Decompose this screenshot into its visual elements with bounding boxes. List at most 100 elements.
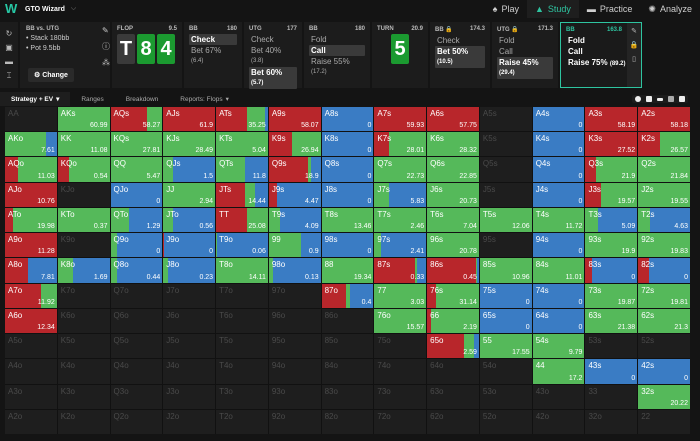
hand-cell[interactable]: Q2s 21.84: [638, 157, 690, 182]
hand-cell[interactable]: 85o: [321, 334, 374, 359]
hand-cell[interactable]: AKo 7.61: [5, 132, 57, 157]
hand-cell[interactable]: T6o: [216, 308, 268, 334]
hand-cell[interactable]: 62o: [427, 409, 479, 434]
hand-cell[interactable]: JTs 14.44: [216, 182, 268, 207]
info-icon[interactable]: ⓘ: [102, 42, 110, 51]
hand-cell[interactable]: 76o 15.57: [374, 308, 427, 334]
action-option[interactable]: Raise 75% (89.2): [568, 58, 626, 67]
hand-cell[interactable]: A3o: [5, 384, 57, 409]
hand-cell[interactable]: T3o: [216, 384, 268, 409]
turn-node[interactable]: TURN 20.9 5: [372, 22, 428, 88]
hand-cell[interactable]: K7o: [57, 283, 110, 308]
hand-cell[interactable]: 92o: [268, 409, 321, 434]
hand-cell[interactable]: 32o: [585, 409, 638, 434]
hand-cell[interactable]: 82o: [321, 409, 374, 434]
gto-wizard-logo-icon[interactable]: W: [5, 1, 18, 16]
action-option[interactable]: Check: [189, 34, 237, 45]
tab-ranges[interactable]: Ranges: [81, 95, 104, 103]
change-button[interactable]: ⚙ Change: [28, 68, 74, 82]
hand-cell[interactable]: Q7s 22.73: [374, 157, 427, 182]
hand-cell[interactable]: Q7o: [110, 283, 163, 308]
hand-cell[interactable]: 42s 0: [638, 359, 690, 384]
hand-cell[interactable]: 74s 0: [532, 283, 585, 308]
hand-cell[interactable]: K9o: [57, 233, 110, 258]
app-title[interactable]: GTO Wizard: [25, 5, 65, 13]
hand-cell[interactable]: 77 3.03: [374, 283, 427, 308]
hand-cell[interactable]: KJo: [57, 182, 110, 207]
hand-cell[interactable]: 92s 19.83: [638, 233, 690, 258]
flop-node[interactable]: FLOP 9.5 T 8 4: [112, 22, 182, 88]
hand-cell[interactable]: K4s 0: [532, 132, 585, 157]
hand-cell[interactable]: T3s 5.09: [585, 207, 638, 233]
book-icon[interactable]: ▯: [632, 56, 636, 63]
lock-icon[interactable]: 🔒: [629, 42, 639, 49]
share-icon[interactable]: ⁂: [102, 58, 110, 67]
chevron-down-icon[interactable]: ⌵: [70, 5, 77, 12]
hand-cell[interactable]: A9s 58.07: [268, 107, 321, 132]
hand-cell[interactable]: A9o 11.28: [5, 233, 57, 258]
hand-cell[interactable]: 42o: [532, 409, 585, 434]
hand-cell[interactable]: 33: [585, 384, 638, 409]
hand-cell[interactable]: KQo 0.54: [57, 157, 110, 182]
hand-cell[interactable]: T4o: [216, 359, 268, 384]
hand-cell[interactable]: Q3s 21.9: [585, 157, 638, 182]
hand-cell[interactable]: 83o: [321, 384, 374, 409]
tab-reports-flops[interactable]: Reports: Flops ▾: [180, 95, 229, 104]
hand-cell[interactable]: K6o: [57, 308, 110, 334]
gamepad-icon[interactable]: ▬: [5, 57, 13, 67]
hand-cell[interactable]: 95s: [479, 233, 532, 258]
action-option[interactable]: Bet 40% (3.8): [251, 46, 282, 64]
square-icon[interactable]: [646, 96, 652, 102]
hand-cell[interactable]: 87s 0.33: [374, 258, 427, 283]
hand-cell[interactable]: T8o 14.11: [216, 258, 268, 283]
hand-cell[interactable]: T8s 13.46: [321, 207, 374, 233]
hand-cell[interactable]: Q8s 0: [321, 157, 374, 182]
hand-cell[interactable]: 93o: [268, 384, 321, 409]
hand-cell[interactable]: 52s: [638, 334, 690, 359]
hand-cell[interactable]: 62s 21.3: [638, 308, 690, 334]
hand-cell[interactable]: T4s 11.72: [532, 207, 585, 233]
hand-cell[interactable]: A7o 11.92: [5, 283, 57, 308]
hand-cell[interactable]: A8s 0: [321, 107, 374, 132]
hand-cell[interactable]: A5s: [479, 107, 532, 132]
hand-cell[interactable]: Q4s 0: [532, 157, 585, 182]
action-option[interactable]: Check: [251, 35, 274, 44]
hand-cell[interactable]: JTo 0.56: [163, 207, 216, 233]
fullscreen-icon[interactable]: [679, 96, 685, 102]
action-option[interactable]: Fold: [311, 35, 327, 44]
nav-analyze[interactable]: ✺ Analyze: [648, 3, 692, 15]
hand-cell[interactable]: 86o: [321, 308, 374, 334]
hand-cell[interactable]: K9s 26.94: [268, 132, 321, 157]
nav-practice[interactable]: ▬ Practice: [586, 4, 633, 14]
hand-cell[interactable]: 84o: [321, 359, 374, 384]
hand-cell[interactable]: 99 0.9: [268, 233, 321, 258]
hand-cell[interactable]: 94s 0: [532, 233, 585, 258]
hand-cell[interactable]: 88 19.34: [321, 258, 374, 283]
action-node[interactable]: BB 180 Check Bet 67% (6.4): [184, 22, 242, 88]
hand-cell[interactable]: J4s 0: [532, 182, 585, 207]
tab-breakdown[interactable]: Breakdown: [125, 95, 159, 103]
nav-study[interactable]: ▲ Study: [526, 0, 579, 18]
hand-cell[interactable]: J2o: [163, 409, 216, 434]
hand-cell[interactable]: JJ 2.94: [163, 182, 216, 207]
hand-cell[interactable]: A2s 58.18: [638, 107, 690, 132]
palette-icon[interactable]: [635, 96, 641, 102]
hand-cell[interactable]: 76s 31.14: [427, 283, 479, 308]
hand-cell[interactable]: T7s 2.46: [374, 207, 427, 233]
action-option[interactable]: Call: [309, 45, 365, 56]
action-option[interactable]: Call: [568, 47, 583, 56]
hand-cell[interactable]: T5o: [216, 334, 268, 359]
action-node[interactable]: UTG 🔒 171.3 Fold Call Raise 45% (29.4): [492, 22, 558, 88]
grid-icon[interactable]: [668, 96, 674, 102]
hand-cell[interactable]: A6s 57.75: [427, 107, 479, 132]
hand-cell[interactable]: 53o: [479, 384, 532, 409]
hand-cell[interactable]: 98s 0: [321, 233, 374, 258]
hand-cell[interactable]: KTo 0.37: [57, 207, 110, 233]
hand-cell[interactable]: 54s 9.79: [532, 334, 585, 359]
hand-cell[interactable]: Q5o: [110, 334, 163, 359]
hand-cell[interactable]: AA: [5, 107, 57, 132]
hand-cell[interactable]: AQs 58.27: [110, 107, 163, 132]
hand-cell[interactable]: 65o 2.59: [427, 334, 479, 359]
tab-strategy-ev[interactable]: Strategy + EV ▾: [0, 92, 71, 106]
edit-icon[interactable]: ✎: [102, 26, 109, 35]
